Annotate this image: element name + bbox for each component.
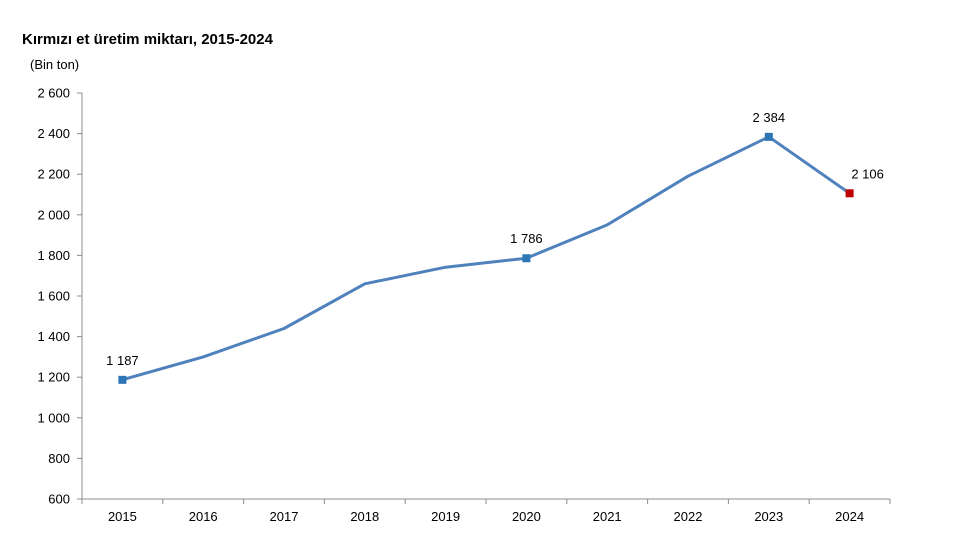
- data-point-marker: [118, 375, 127, 384]
- axes: [77, 92, 891, 504]
- series-group: [120, 135, 852, 382]
- data-label: 2 384: [753, 110, 786, 125]
- data-point-marker: [522, 254, 531, 263]
- x-tick-label: 2022: [674, 509, 703, 524]
- y-tick-label: 1 800: [37, 248, 70, 263]
- markers-group: [118, 132, 854, 384]
- x-tick-label: 2021: [593, 509, 622, 524]
- x-tick-label: 2024: [835, 509, 864, 524]
- y-tick-label: 1 000: [37, 410, 70, 425]
- data-label: 1 786: [510, 231, 543, 246]
- x-tick-label: 2023: [754, 509, 783, 524]
- x-tick-label: 2015: [108, 509, 137, 524]
- series-line: [120, 135, 852, 382]
- x-tick-label: 2018: [350, 509, 379, 524]
- data-label: 1 187: [106, 353, 139, 368]
- x-tick-label: 2017: [270, 509, 299, 524]
- y-tick-label: 800: [48, 451, 70, 466]
- x-tick-labels: 2015 2016 2017 2018 2019 2020 2021 2022 2023 2024: [108, 509, 864, 524]
- x-tick-label: 2016: [189, 509, 218, 524]
- y-tick-label: 1 200: [37, 370, 70, 385]
- data-point-marker: [764, 132, 773, 141]
- y-tick-label: 2 600: [37, 86, 70, 101]
- data-point-marker: [845, 189, 854, 198]
- y-tick-label: 600: [48, 492, 70, 507]
- y-tick-label: 1 600: [37, 289, 70, 304]
- x-tick-label: 2020: [512, 509, 541, 524]
- y-tick-label: 2 000: [37, 207, 70, 222]
- y-tick-label: 2 400: [37, 126, 70, 141]
- data-label: 2 106: [851, 166, 884, 181]
- y-tick-label: 2 200: [37, 167, 70, 182]
- y-tick-labels: 600 800 1 000 1 200 1 400 1 600 1 800 2 000 2 20…: [37, 86, 70, 507]
- x-tick-label: 2019: [431, 509, 460, 524]
- y-tick-label: 1 400: [37, 329, 70, 344]
- chart-title: Kırmızı et üretim miktarı, 2015-2024: [22, 31, 273, 48]
- y-axis-unit-label: (Bin ton): [30, 57, 80, 72]
- data-labels-group: 1 187 1 786 2 384 2 106: [106, 110, 884, 368]
